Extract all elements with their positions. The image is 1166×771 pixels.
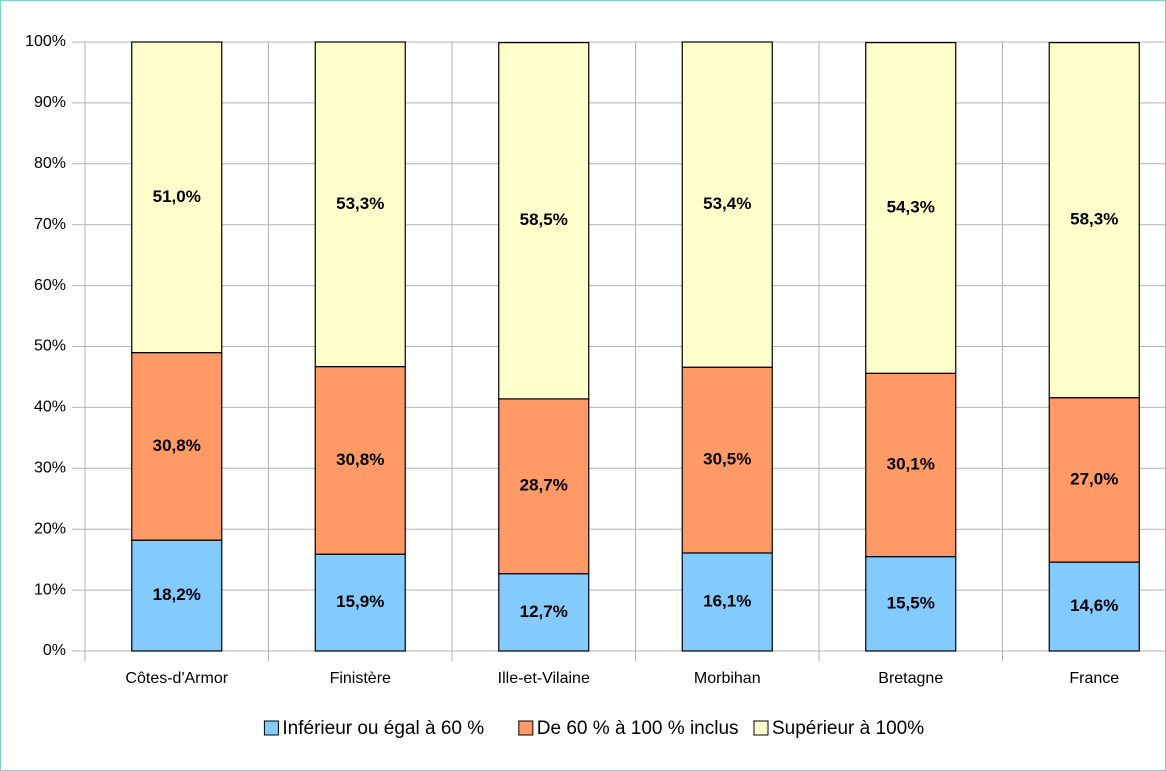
bar-segment [314,365,406,555]
bar-segment [314,41,406,368]
x-tick-label: Ille-et-Vilaine [498,670,590,687]
bar-segment [1048,397,1140,563]
legend-swatch [263,720,279,736]
data-label: 54,3% [887,197,935,216]
data-label: 51,0% [153,187,201,206]
bar-segment [681,41,773,368]
y-tick-label: 20% [34,520,66,537]
y-tick-label: 60% [34,277,66,294]
x-tick-label: France [1069,670,1119,687]
y-tick-label: 30% [34,460,66,477]
data-label: 53,3% [336,194,384,213]
data-label: 16,1% [703,591,751,610]
y-tick-label: 90% [34,94,66,111]
legend-label: Inférieur ou égal à 60 % [282,718,484,739]
data-label: 15,9% [336,592,384,611]
data-label: 58,3% [1070,210,1118,229]
y-tick-label: 0% [43,642,66,659]
legend-label: Supérieur à 100% [772,718,924,739]
y-tick-label: 40% [34,399,66,416]
data-label: 30,8% [153,436,201,455]
bar-segment [681,552,773,652]
bar-segment [865,556,957,652]
y-tick-label: 50% [34,338,66,355]
bar-segment [498,573,590,652]
bar-segment [131,351,223,541]
data-label: 14,6% [1070,596,1118,615]
data-label: 30,1% [887,454,935,473]
legend-swatch [518,720,534,736]
bar-segment [1048,561,1140,652]
data-label: 12,7% [520,602,568,621]
x-tick-label: Bretagne [878,670,943,687]
bar-segment [865,42,957,374]
bar-segment [498,398,590,575]
data-label: 18,2% [153,585,201,604]
bar-segment [681,366,773,554]
y-tick-label: 100% [25,33,66,50]
legend-swatch [753,720,769,736]
data-label: 30,8% [336,450,384,469]
y-tick-label: 70% [34,216,66,233]
x-tick-label: Finistère [330,670,391,687]
bar-segment [498,42,590,400]
data-label: 53,4% [703,194,751,213]
data-label: 15,5% [887,593,935,612]
bar-segment [1048,42,1140,399]
y-tick-label: 10% [34,581,66,598]
x-tick-label: Morbihan [694,670,761,687]
bar-segment [131,41,223,354]
bar-segment [865,372,957,558]
data-label: 58,5% [520,210,568,229]
data-label: 27,0% [1070,469,1118,488]
bar-segment [314,553,406,652]
bar-segment [131,539,223,652]
legend-label: De 60 % à 100 % inclus [537,718,739,739]
x-tick-label: Côtes-d'Armor [125,670,228,687]
y-tick-label: 80% [34,155,66,172]
data-label: 30,5% [703,450,751,469]
data-label: 28,7% [520,476,568,495]
